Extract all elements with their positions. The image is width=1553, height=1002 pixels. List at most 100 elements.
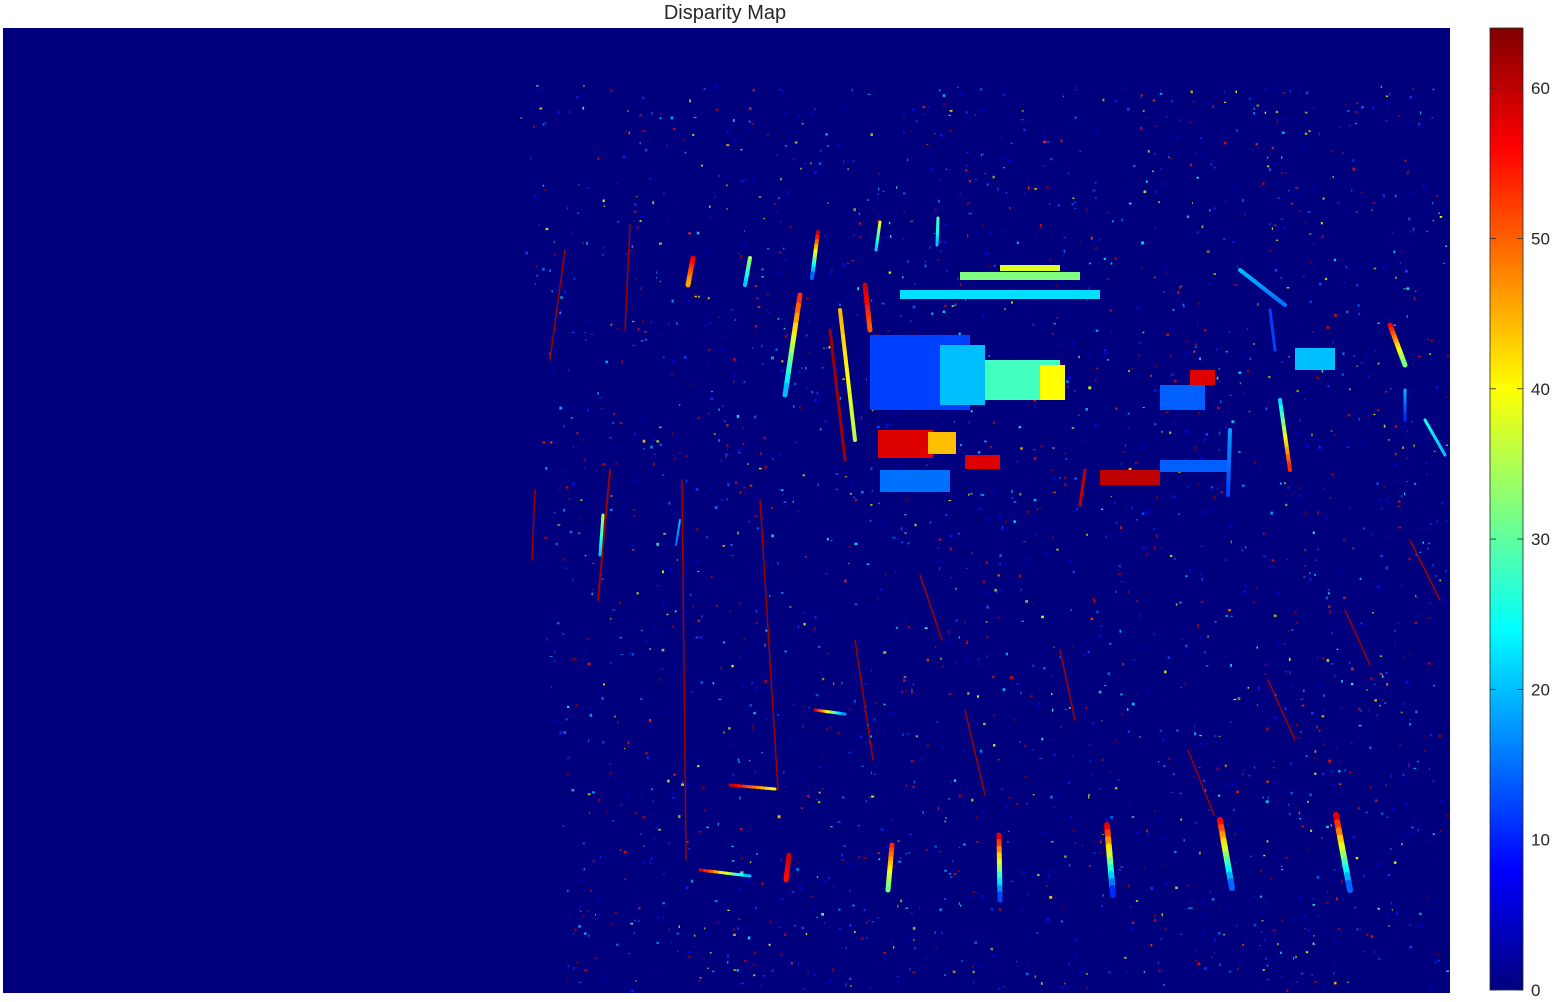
heatmap-streak xyxy=(743,280,748,287)
heatmap-speckle xyxy=(838,908,841,911)
heatmap-speckle xyxy=(636,226,639,229)
heatmap-speckle xyxy=(835,465,837,467)
heatmap-speckle xyxy=(1265,727,1269,731)
heatmap-speckle xyxy=(542,123,545,126)
heatmap-speckle xyxy=(1400,584,1403,587)
heatmap-speckle xyxy=(1079,241,1082,243)
heatmap-speckle xyxy=(1126,972,1128,974)
heatmap-speckle xyxy=(917,802,920,805)
heatmap-speckle xyxy=(535,265,538,268)
heatmap-speckle xyxy=(534,195,537,198)
heatmap-speckle xyxy=(1122,663,1125,666)
heatmap-speckle xyxy=(819,671,823,673)
heatmap-speckle xyxy=(1100,905,1104,907)
heatmap-speckle xyxy=(1376,482,1379,485)
heatmap-speckle xyxy=(1213,207,1216,210)
heatmap-speckle xyxy=(1419,124,1422,127)
heatmap-speckle xyxy=(695,336,698,338)
heatmap-speckle xyxy=(1408,924,1412,926)
heatmap-speckle xyxy=(571,231,573,235)
heatmap-speckle xyxy=(900,899,903,903)
heatmap-speckle xyxy=(1342,152,1344,154)
heatmap-speckle xyxy=(1325,518,1327,520)
heatmap-speckle xyxy=(695,559,698,562)
heatmap-speckle xyxy=(1123,541,1126,544)
heatmap-speckle xyxy=(993,714,995,717)
heatmap-speckle xyxy=(1202,967,1206,969)
heatmap-speckle xyxy=(844,579,847,583)
heatmap-speckle xyxy=(756,527,760,530)
heatmap-speckle xyxy=(771,356,774,360)
heatmap-speckle xyxy=(1059,477,1061,479)
heatmap-speckle xyxy=(620,573,622,575)
heatmap-speckle xyxy=(609,662,613,664)
heatmap-speckle xyxy=(1186,485,1189,489)
heatmap-speckle xyxy=(1146,829,1148,833)
heatmap-speckle xyxy=(603,683,605,686)
heatmap-speckle xyxy=(1147,916,1149,918)
heatmap-speckle xyxy=(1139,614,1142,618)
heatmap-speckle xyxy=(1198,411,1200,415)
heatmap-speckle xyxy=(1367,415,1369,419)
heatmap-speckle xyxy=(1175,724,1178,727)
heatmap-speckle xyxy=(1391,908,1393,912)
heatmap-blob xyxy=(1040,365,1065,400)
heatmap-speckle xyxy=(1103,684,1107,687)
heatmap-speckle xyxy=(1154,868,1157,871)
heatmap-speckle xyxy=(1166,116,1168,118)
heatmap-speckle xyxy=(1088,795,1090,799)
heatmap-speckle xyxy=(1051,469,1054,471)
heatmap-speckle xyxy=(756,297,759,300)
heatmap-speckle xyxy=(835,473,839,475)
heatmap-speckle xyxy=(1297,486,1300,489)
heatmap-speckle xyxy=(727,881,730,883)
heatmap-speckle xyxy=(1392,918,1396,920)
heatmap-speckle xyxy=(1237,648,1239,651)
heatmap-speckle xyxy=(1389,92,1391,96)
heatmap-speckle xyxy=(1101,508,1104,510)
heatmap-speckle xyxy=(786,191,788,194)
heatmap-speckle xyxy=(1158,761,1160,763)
heatmap-speckle xyxy=(1308,130,1311,132)
heatmap-speckle xyxy=(1287,189,1290,192)
heatmap-speckle xyxy=(1373,413,1376,416)
heatmap-speckle xyxy=(1210,507,1213,509)
heatmap-speckle xyxy=(1345,266,1348,269)
heatmap-speckle xyxy=(1208,809,1210,811)
heatmap-speckle xyxy=(591,589,595,591)
heatmap-speckle xyxy=(1270,511,1273,515)
heatmap-speckle xyxy=(1064,709,1068,711)
heatmap-speckle xyxy=(1409,946,1412,949)
heatmap-speckle xyxy=(629,651,631,655)
heatmap-speckle xyxy=(1086,987,1088,990)
heatmap-speckle xyxy=(1399,744,1402,746)
heatmap-speckle xyxy=(1258,464,1260,468)
heatmap-speckle xyxy=(1407,390,1409,392)
heatmap-speckle xyxy=(640,794,642,796)
heatmap-speckle xyxy=(1153,633,1155,636)
heatmap-speckle xyxy=(1078,414,1080,416)
heatmap-speckle xyxy=(1210,163,1212,165)
heatmap-speckle xyxy=(553,660,556,663)
heatmap-speckle xyxy=(1229,394,1232,396)
heatmap-speckle xyxy=(1252,712,1254,714)
heatmap-speckle xyxy=(1321,772,1325,776)
heatmap-streak xyxy=(603,521,607,536)
heatmap-streak xyxy=(1287,461,1292,472)
heatmap-speckle xyxy=(1194,346,1198,348)
heatmap-streak xyxy=(628,234,631,247)
heatmap-speckle xyxy=(1036,438,1038,441)
heatmap-speckle xyxy=(1056,317,1059,319)
heatmap-speckle xyxy=(599,913,602,915)
heatmap-streak xyxy=(1109,885,1116,898)
heatmap-speckle xyxy=(895,626,899,629)
heatmap-speckle xyxy=(659,242,662,245)
heatmap-speckle xyxy=(778,488,780,491)
heatmap-speckle xyxy=(1272,929,1276,932)
heatmap-speckle xyxy=(622,155,626,159)
heatmap-speckle xyxy=(1404,425,1407,429)
heatmap-speckle xyxy=(830,540,833,542)
heatmap-speckle xyxy=(883,951,887,954)
heatmap-speckle xyxy=(823,347,825,350)
heatmap-speckle xyxy=(924,260,926,263)
